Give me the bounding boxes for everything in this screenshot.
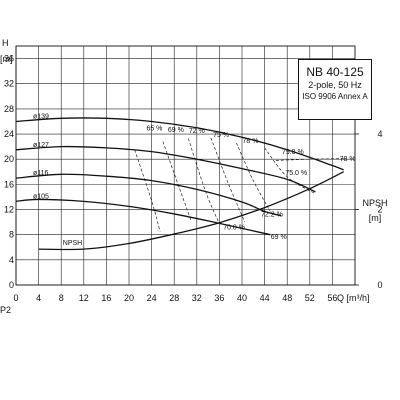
head-curve xyxy=(15,173,282,217)
head-curve xyxy=(15,145,316,193)
npsh-tick-label: 2 xyxy=(377,204,382,214)
info-box: NB 40-125 2-pole, 50 Hz ISO 9906 Annex A xyxy=(298,59,372,120)
impeller-label: ø105 xyxy=(33,193,49,200)
x-tick-label: 44 xyxy=(260,293,270,303)
standard-label: ISO 9906 Annex A xyxy=(302,92,368,101)
efficiency-isoline xyxy=(236,142,271,212)
efficiency-label: 72.2 % xyxy=(261,211,283,218)
npsh-curve-label: NPSH xyxy=(63,240,82,247)
y-axis-unit: [m] xyxy=(0,54,13,64)
drive-spec: 2-pole, 50 Hz xyxy=(308,80,362,90)
efficiency-label: 78 % xyxy=(242,138,258,145)
efficiency-label: 72 % xyxy=(189,128,205,135)
efficiency-isoline xyxy=(264,147,316,195)
head-curve xyxy=(15,117,344,171)
y-axis-label: H xyxy=(2,38,9,48)
y-tick-label: 8 xyxy=(9,230,14,240)
x-tick-label: 16 xyxy=(101,293,111,303)
x-tick-label: 24 xyxy=(147,293,157,303)
x-tick-label: 36 xyxy=(214,293,224,303)
impeller-label: ø116 xyxy=(33,170,49,177)
x-tick-label: 40 xyxy=(237,293,247,303)
npsh-tick-label: 4 xyxy=(377,129,382,139)
y-tick-label: 28 xyxy=(4,104,14,114)
efficiency-label: 79.8 % xyxy=(282,149,304,156)
x-tick-label: 32 xyxy=(192,293,202,303)
efficiency-isoline xyxy=(162,141,192,221)
efficiency-isoline xyxy=(187,138,220,225)
npsh-axis-unit: [m] xyxy=(369,213,382,223)
x-tick-label: 20 xyxy=(124,293,134,303)
x-tick-label: 48 xyxy=(282,293,292,303)
impeller-label: ø127 xyxy=(33,142,49,149)
efficiency-label: 75.0 % xyxy=(285,170,307,177)
npsh-tick-label: 0 xyxy=(377,280,382,290)
efficiency-isoline xyxy=(275,158,344,161)
y-tick-label: 0 xyxy=(9,280,14,290)
x-tick-label: 52 xyxy=(305,293,315,303)
model-name: NB 40-125 xyxy=(306,65,364,79)
efficiency-label: 65 % xyxy=(146,125,162,132)
x-tick-label: 12 xyxy=(79,293,89,303)
npsh-curve xyxy=(38,171,344,251)
efficiency-label: 69 % xyxy=(168,127,184,134)
npsh-axis-label: NPSH xyxy=(362,198,387,208)
efficiency-label: 75 % xyxy=(213,132,229,139)
y-tick-label: 4 xyxy=(9,255,14,265)
impeller-label: ø139 xyxy=(33,113,49,120)
y-tick-label: 16 xyxy=(4,179,14,189)
x-tick-label: 56 xyxy=(327,293,337,303)
efficiency-label: 70.0 % xyxy=(223,225,245,232)
x-tick-label: 8 xyxy=(59,293,64,303)
y-tick-label: 36 xyxy=(4,54,14,64)
x-tick-label: 0 xyxy=(13,293,18,303)
x-axis-label: Q [m³/h] xyxy=(337,293,370,303)
y-tick-label: 12 xyxy=(4,205,14,215)
efficiency-label: 69 % xyxy=(271,234,287,241)
efficiency-label: 78 % xyxy=(340,156,356,163)
y-tick-label: 20 xyxy=(4,154,14,164)
y-tick-label: 24 xyxy=(4,129,14,139)
efficiency-isoline xyxy=(134,149,161,232)
x-tick-label: 28 xyxy=(169,293,179,303)
corner-label: P2 xyxy=(0,305,11,315)
plot-frame xyxy=(15,45,356,286)
y-tick-label: 32 xyxy=(4,79,14,89)
head-curve xyxy=(15,198,271,236)
efficiency-isoline xyxy=(210,137,246,223)
x-tick-label: 4 xyxy=(36,293,41,303)
